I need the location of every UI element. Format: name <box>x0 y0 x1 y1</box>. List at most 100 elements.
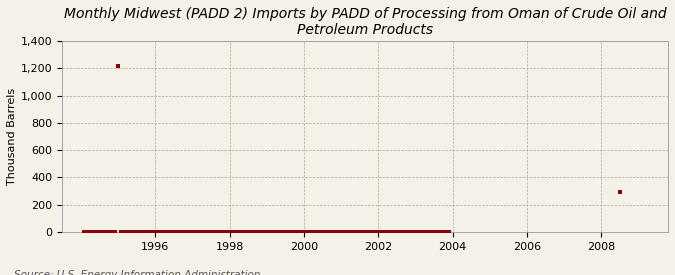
Point <box>267 230 278 234</box>
Point <box>329 230 340 234</box>
Point <box>320 230 331 234</box>
Point <box>144 230 155 234</box>
Point <box>165 230 176 234</box>
Point <box>116 230 127 234</box>
Point <box>259 230 269 234</box>
Point <box>335 230 346 234</box>
Point <box>107 230 117 234</box>
Point <box>404 230 414 234</box>
Point <box>132 230 142 234</box>
Point <box>190 230 201 234</box>
Point <box>438 230 449 234</box>
Point <box>286 230 297 234</box>
Point <box>169 230 180 234</box>
Point <box>261 230 272 234</box>
Point <box>140 230 151 234</box>
Point <box>339 230 350 234</box>
Point <box>379 230 390 234</box>
Point <box>113 64 124 68</box>
Point <box>283 230 294 234</box>
Point <box>298 230 309 234</box>
Point <box>171 230 182 234</box>
Point <box>274 230 285 234</box>
Point <box>147 230 158 234</box>
Point <box>255 230 266 234</box>
Point <box>249 230 260 234</box>
Point <box>162 230 173 234</box>
Point <box>410 230 421 234</box>
Point <box>323 230 334 234</box>
Point <box>209 230 219 234</box>
Point <box>82 230 92 234</box>
Point <box>218 230 229 234</box>
Point <box>357 230 368 234</box>
Point <box>265 230 275 234</box>
Point <box>419 230 430 234</box>
Point <box>95 230 105 234</box>
Point <box>252 230 263 234</box>
Point <box>221 230 232 234</box>
Point <box>184 230 195 234</box>
Point <box>181 230 192 234</box>
Point <box>351 230 362 234</box>
Point <box>333 230 344 234</box>
Point <box>79 230 90 234</box>
Point <box>376 230 387 234</box>
Point <box>423 230 433 234</box>
Point <box>364 230 375 234</box>
Point <box>178 230 188 234</box>
Text: Source: U.S. Energy Information Administration: Source: U.S. Energy Information Administ… <box>14 271 260 275</box>
Point <box>156 230 167 234</box>
Point <box>432 230 443 234</box>
Point <box>392 230 402 234</box>
Point <box>373 230 383 234</box>
Point <box>212 230 223 234</box>
Point <box>302 230 313 234</box>
Point <box>224 230 235 234</box>
Point <box>196 230 207 234</box>
Point <box>246 230 256 234</box>
Point <box>85 230 96 234</box>
Point <box>444 230 455 234</box>
Point <box>296 230 306 234</box>
Point <box>271 230 281 234</box>
Y-axis label: Thousand Barrels: Thousand Barrels <box>7 88 17 185</box>
Point <box>91 230 102 234</box>
Point <box>382 230 393 234</box>
Point <box>394 230 405 234</box>
Point <box>88 230 99 234</box>
Point <box>128 230 139 234</box>
Point <box>103 230 114 234</box>
Point <box>385 230 396 234</box>
Point <box>227 230 238 234</box>
Point <box>367 230 377 234</box>
Point <box>277 230 288 234</box>
Point <box>308 230 319 234</box>
Point <box>425 230 436 234</box>
Point <box>138 230 148 234</box>
Point <box>193 230 204 234</box>
Point <box>413 230 424 234</box>
Point <box>101 230 111 234</box>
Point <box>159 230 170 234</box>
Point <box>150 230 161 234</box>
Point <box>290 230 300 234</box>
Point <box>370 230 381 234</box>
Point <box>614 190 625 194</box>
Point <box>398 230 408 234</box>
Point <box>175 230 186 234</box>
Point <box>234 230 244 234</box>
Point <box>360 230 371 234</box>
Point <box>202 230 213 234</box>
Point <box>435 230 446 234</box>
Point <box>348 230 359 234</box>
Point <box>429 230 439 234</box>
Point <box>327 230 338 234</box>
Point <box>200 230 211 234</box>
Point <box>125 230 136 234</box>
Point <box>110 230 121 234</box>
Point <box>292 230 303 234</box>
Point <box>416 230 427 234</box>
Point <box>441 230 452 234</box>
Point <box>119 230 130 234</box>
